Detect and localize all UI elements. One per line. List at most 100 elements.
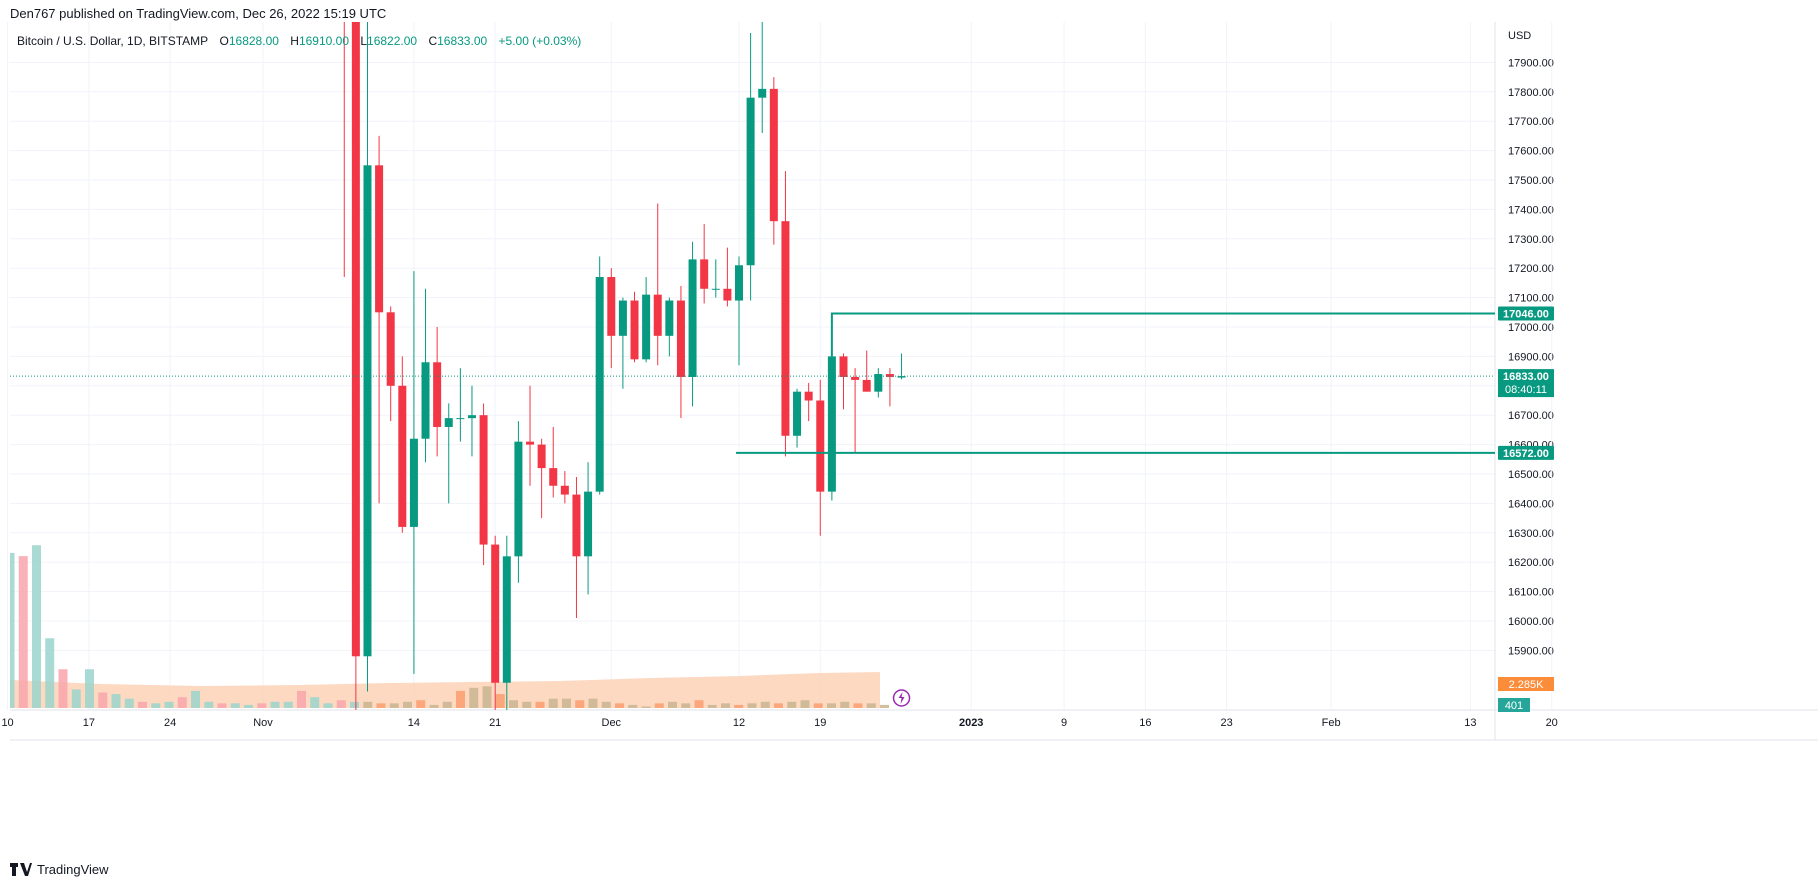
publish-info: Den767 published on TradingView.com, Dec… <box>10 6 387 21</box>
volume-bar <box>456 690 465 708</box>
open-value: 16828.00 <box>228 34 279 48</box>
candle-body <box>618 300 627 336</box>
candle-body <box>735 265 743 301</box>
x-tick-label: 23 <box>1220 717 1232 729</box>
volume-bar <box>681 703 691 708</box>
last-price-label: 16833.00 <box>1503 371 1549 383</box>
x-tick-label: 9 <box>1061 717 1067 729</box>
level-label-17046: 17046.00 <box>1503 308 1549 320</box>
candle-body <box>793 391 802 436</box>
y-tick-label: 17400.00 <box>1508 204 1554 216</box>
volume-bar <box>124 698 134 708</box>
candle-body <box>421 362 430 439</box>
volume-bar <box>416 700 426 708</box>
volume-bar <box>588 698 598 708</box>
volume-bar <box>813 703 823 708</box>
volume-bar <box>98 692 108 708</box>
candle-body <box>816 400 825 492</box>
y-tick-label: 16500.00 <box>1508 469 1554 481</box>
volume-bar <box>615 703 624 708</box>
candle-body <box>409 438 418 527</box>
price-chart[interactable]: 15900.00 16000.00 16100.00 16200.00 16300.00… <box>0 22 1818 854</box>
volume-bar <box>522 701 532 708</box>
volume-bar <box>18 556 28 708</box>
y-tick-label: 17800.00 <box>1508 87 1554 99</box>
volume-bar <box>177 697 187 708</box>
volume-bar <box>734 704 744 708</box>
x-tick-label: 19 <box>814 717 826 729</box>
high-label: H <box>290 34 299 48</box>
candle-body <box>595 277 604 492</box>
plot-layer <box>10 22 1495 710</box>
y-tick-label: 16200.00 <box>1508 557 1554 569</box>
volume-bar <box>641 706 651 708</box>
volume-bar <box>866 703 876 708</box>
candle-body <box>456 418 465 420</box>
high-value: 16910.00 <box>298 34 349 48</box>
candle-body <box>642 294 651 360</box>
candle-body <box>375 165 384 313</box>
lightning-bolt-icon <box>898 692 905 704</box>
volume-bar <box>58 669 68 708</box>
volume-bar <box>85 669 94 708</box>
x-tick-label: 20 <box>1546 717 1558 729</box>
y-tick-label: 16400.00 <box>1508 498 1554 510</box>
candle-body <box>700 259 709 289</box>
candle-body <box>584 491 593 557</box>
candle-body <box>479 415 488 545</box>
y-tick-label: 17300.00 <box>1508 234 1554 246</box>
volume-ma-tag-bg <box>1498 677 1554 691</box>
candle-body <box>781 221 790 436</box>
candle-body <box>688 259 697 377</box>
volume-bar <box>71 689 81 708</box>
candle-body <box>386 312 395 386</box>
candle-body <box>467 415 476 419</box>
volume-bar <box>800 700 810 708</box>
volume-bar <box>707 704 717 708</box>
volume-bar <box>336 700 346 708</box>
low-value: 16822.00 <box>367 34 418 48</box>
candle-body <box>630 300 639 360</box>
volume-bar <box>297 690 306 708</box>
volume-bar <box>469 687 479 708</box>
volume-bar <box>283 701 293 708</box>
candle-body <box>560 485 569 495</box>
volume-bar <box>601 701 611 708</box>
candle-body <box>653 294 662 336</box>
volume-bar <box>853 703 863 708</box>
x-tick-label: Nov <box>253 717 273 729</box>
candle-body <box>827 356 836 492</box>
x-tick-label: 12 <box>733 717 745 729</box>
volume-bar <box>562 698 571 708</box>
y-tick-label: 17100.00 <box>1508 293 1554 305</box>
candle-body <box>746 97 755 266</box>
candle-body <box>723 288 732 301</box>
candle-body <box>549 468 558 486</box>
x-tick-label: Dec <box>602 717 622 729</box>
y-tick-label: 16100.00 <box>1508 587 1554 599</box>
candle-body <box>444 418 453 427</box>
candle-body <box>514 441 523 557</box>
candle-body <box>885 374 894 377</box>
close-label: C <box>428 34 438 48</box>
volume-bar <box>495 694 505 708</box>
volume-bar <box>548 698 558 708</box>
y-tick-label: 16000.00 <box>1508 616 1554 628</box>
candle-body <box>897 376 906 378</box>
candle-body <box>398 385 407 527</box>
volume-bar <box>694 700 704 708</box>
open-label: O <box>219 34 229 48</box>
x-tick-label: 14 <box>408 717 420 729</box>
volume-bar <box>230 703 240 708</box>
volume-bar <box>138 701 147 708</box>
level-label-16572: 16572.00 <box>1503 448 1549 460</box>
candle-body <box>607 277 616 336</box>
volume-bar <box>204 701 214 708</box>
volume-bar <box>482 686 492 708</box>
candle-body <box>711 288 720 290</box>
volume-bar <box>191 690 200 708</box>
volume-bar <box>389 703 399 708</box>
volume-bar <box>151 703 161 708</box>
brand-label: TradingView <box>37 862 109 877</box>
candle-body <box>874 374 883 392</box>
